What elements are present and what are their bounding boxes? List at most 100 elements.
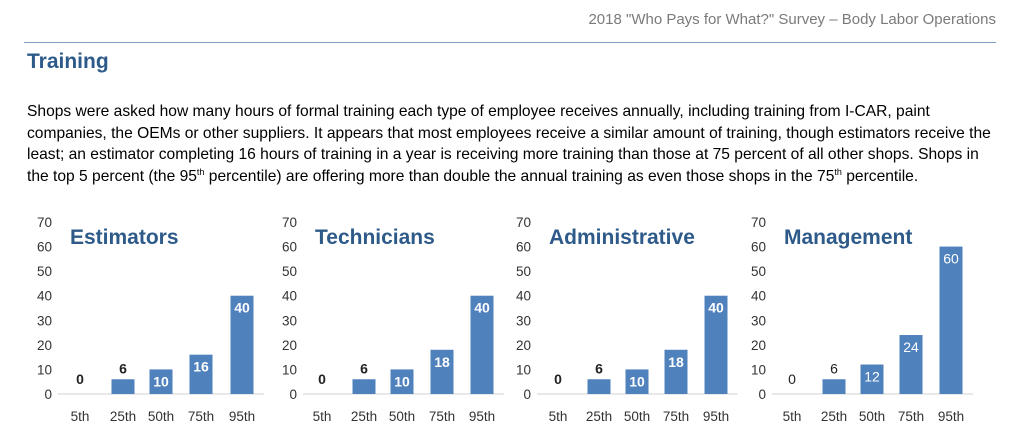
- chart-3: 0 10 20 30 40 50 60 70 Management 0 5th 6 25th 12 50th…: [751, 215, 973, 424]
- y-tick-label: 40: [751, 289, 766, 304]
- x-tick-label: 75th: [663, 409, 689, 424]
- y-tick-label: 30: [37, 313, 52, 328]
- x-tick-label: 75th: [898, 409, 924, 424]
- y-tick-label: 10: [282, 362, 297, 377]
- x-tick-label: 25th: [586, 409, 612, 424]
- section-title: Training: [27, 50, 109, 73]
- bar: [230, 295, 254, 394]
- y-tick-label: 70: [37, 215, 52, 230]
- y-tick-label: 50: [37, 264, 52, 279]
- bar-value-label: 60: [943, 251, 959, 267]
- chart-title: Estimators: [70, 226, 179, 249]
- x-tick-label: 25th: [110, 409, 136, 424]
- chart-title: Administrative: [549, 226, 695, 249]
- bar-value-label: 12: [864, 369, 880, 385]
- y-tick-label: 40: [37, 289, 52, 304]
- bar: [470, 295, 494, 394]
- y-tick-label: 30: [282, 313, 297, 328]
- chart-1: 0 10 20 30 40 50 60 70 Technicians 0 5th 6 25th 10 50t…: [282, 215, 504, 424]
- bar: [664, 349, 688, 394]
- y-tick-label: 40: [516, 289, 531, 304]
- x-tick-label: 95th: [938, 409, 964, 424]
- y-tick-label: 30: [751, 313, 766, 328]
- y-tick-label: 0: [44, 387, 52, 402]
- y-tick-label: 70: [751, 215, 766, 230]
- y-tick-label: 50: [282, 264, 297, 279]
- bar-value-label: 0: [788, 371, 796, 387]
- y-tick-label: 10: [37, 362, 52, 377]
- bar: [704, 295, 728, 394]
- x-tick-label: 5th: [71, 409, 90, 424]
- y-tick-label: 60: [37, 240, 52, 255]
- bar-value-label: 6: [830, 360, 838, 376]
- bar-value-label: 24: [903, 339, 919, 355]
- x-tick-label: 50th: [624, 409, 650, 424]
- x-tick-label: 95th: [229, 409, 255, 424]
- bar-value-label: 10: [153, 373, 169, 389]
- x-tick-label: 25th: [821, 409, 847, 424]
- x-tick-label: 25th: [351, 409, 377, 424]
- x-tick-label: 75th: [188, 409, 214, 424]
- bar-value-label: 0: [76, 371, 84, 387]
- bar: [860, 364, 884, 394]
- bar: [111, 379, 135, 394]
- bar-value-label: 18: [668, 354, 684, 370]
- y-tick-label: 70: [516, 215, 531, 230]
- bar-value-label: 6: [595, 360, 603, 376]
- y-tick-label: 20: [282, 338, 297, 353]
- y-tick-label: 60: [282, 240, 297, 255]
- bar: [625, 369, 649, 394]
- y-tick-label: 30: [516, 313, 531, 328]
- x-tick-label: 50th: [148, 409, 174, 424]
- bar: [390, 369, 414, 394]
- y-tick-label: 20: [516, 338, 531, 353]
- body-text-part-2: percentile) are offering more than doubl…: [204, 167, 835, 185]
- y-tick-label: 10: [516, 362, 531, 377]
- body-text-part-1: Shops were asked how many hours of forma…: [27, 103, 991, 185]
- bar: [149, 369, 173, 394]
- chart-title: Management: [784, 226, 912, 249]
- header-title: 2018 "Who Pays for What?" Survey – Body …: [588, 11, 996, 28]
- y-tick-label: 0: [523, 387, 531, 402]
- bar-value-label: 16: [193, 359, 209, 375]
- x-tick-label: 95th: [703, 409, 729, 424]
- bar-value-label: 6: [360, 360, 368, 376]
- y-tick-label: 0: [758, 387, 766, 402]
- bar-value-label: 10: [629, 373, 645, 389]
- x-tick-label: 5th: [783, 409, 802, 424]
- page-header: 2018 "Who Pays for What?" Survey – Body …: [24, 0, 996, 43]
- x-tick-label: 75th: [429, 409, 455, 424]
- y-tick-label: 60: [516, 240, 531, 255]
- bar: [352, 379, 376, 394]
- bar: [939, 246, 963, 394]
- y-tick-label: 0: [289, 387, 297, 402]
- y-tick-label: 50: [751, 264, 766, 279]
- bar: [430, 349, 454, 394]
- bar-value-label: 10: [394, 373, 410, 389]
- bar-value-label: 0: [318, 371, 326, 387]
- x-tick-label: 50th: [389, 409, 415, 424]
- bar: [189, 354, 213, 394]
- bar-value-label: 6: [119, 360, 127, 376]
- bar-value-label: 40: [708, 300, 724, 316]
- y-tick-label: 20: [37, 338, 52, 353]
- superscript-th-2: th: [834, 166, 842, 177]
- x-tick-label: 5th: [313, 409, 332, 424]
- bar: [899, 335, 923, 394]
- y-tick-label: 60: [751, 240, 766, 255]
- y-tick-label: 40: [282, 289, 297, 304]
- y-tick-label: 10: [751, 362, 766, 377]
- x-tick-label: 5th: [549, 409, 568, 424]
- chart-2: 0 10 20 30 40 50 60 70 Administrative 0 5th 6 25th 10…: [516, 215, 738, 424]
- x-tick-label: 95th: [469, 409, 495, 424]
- bar-value-label: 40: [234, 300, 250, 316]
- bar-value-label: 40: [474, 300, 490, 316]
- bar: [587, 379, 611, 394]
- y-tick-label: 50: [516, 264, 531, 279]
- bar-value-label: 18: [434, 354, 450, 370]
- bar-value-label: 0: [554, 371, 562, 387]
- y-tick-label: 20: [751, 338, 766, 353]
- superscript-th-1: th: [196, 166, 205, 177]
